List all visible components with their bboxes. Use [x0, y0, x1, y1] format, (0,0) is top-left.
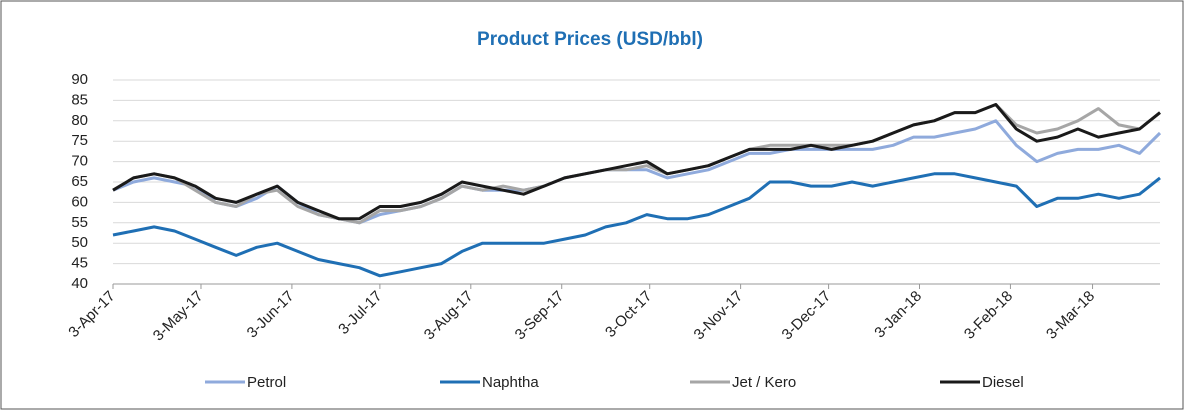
- legend-label: Petrol: [247, 374, 286, 391]
- x-tick-label: 3-Aug-17: [421, 288, 477, 344]
- x-tick-label: 3-Jun-17: [244, 288, 298, 342]
- y-tick-label: 50: [71, 234, 88, 251]
- series-line: [112, 119, 1162, 225]
- y-tick-label: 70: [71, 153, 88, 170]
- chart-title: Product Prices (USD/bbl): [477, 29, 703, 50]
- y-tick-label: 85: [71, 91, 88, 108]
- y-tick-label: 40: [71, 275, 88, 292]
- x-tick-label: 3-Mar-18: [1043, 288, 1098, 343]
- y-tick-label: 80: [71, 112, 88, 129]
- series-line: [112, 172, 1161, 278]
- x-tick-label: 3-May-17: [150, 288, 207, 345]
- legend-label: Jet / Kero: [732, 374, 796, 391]
- x-tick-label: 3-Feb-18: [961, 288, 1016, 343]
- legend-label: Diesel: [982, 374, 1024, 391]
- y-tick-label: 90: [71, 71, 88, 88]
- x-tick-label: 3-Apr-17: [65, 288, 118, 341]
- y-tick-label: 75: [71, 132, 88, 149]
- y-tick-label: 45: [71, 255, 88, 272]
- x-tick-label: 3-Sep-17: [512, 288, 568, 344]
- y-tick-label: 55: [71, 214, 88, 231]
- y-tick-label: 65: [71, 173, 88, 190]
- y-tick-label: 60: [71, 193, 88, 210]
- x-tick-label: 3-Jan-18: [871, 288, 925, 342]
- x-tick-label: 3-Dec-17: [779, 288, 835, 344]
- x-tick-label: 3-Oct-17: [602, 288, 655, 341]
- series-line: [112, 103, 1161, 221]
- x-tick-label: 3-Nov-17: [691, 288, 747, 344]
- x-tick-label: 3-Jul-17: [335, 288, 385, 338]
- legend-label: Naphtha: [482, 374, 539, 391]
